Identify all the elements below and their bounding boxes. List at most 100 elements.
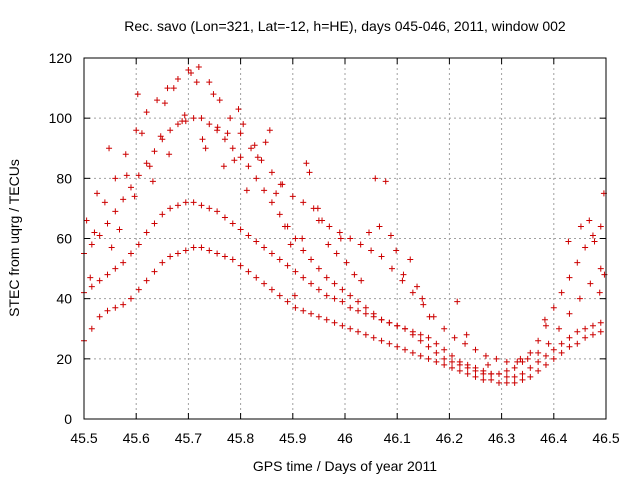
data-point [133, 127, 140, 134]
data-point [376, 223, 383, 230]
data-point [206, 205, 213, 212]
data-point [251, 142, 258, 149]
data-point [347, 235, 354, 242]
data-point [402, 325, 409, 332]
data-point [254, 154, 261, 161]
data-point [355, 328, 362, 335]
data-point [104, 220, 111, 227]
series-arc-low [81, 244, 604, 386]
data-point [558, 349, 565, 356]
data-point [370, 334, 377, 341]
data-point [382, 178, 389, 185]
data-point [299, 235, 306, 242]
data-point [574, 340, 581, 347]
data-point [291, 292, 298, 299]
data-point [261, 280, 268, 287]
x-tick-label: 45.9 [279, 430, 306, 446]
data-point [224, 130, 231, 137]
data-point [248, 145, 255, 152]
data-point [135, 241, 142, 248]
data-point [258, 157, 265, 164]
data-point [511, 379, 518, 386]
data-point [417, 352, 424, 359]
series-arc-peak [91, 64, 317, 236]
data-point [88, 241, 95, 248]
data-point [323, 274, 330, 281]
data-point [289, 193, 296, 200]
data-point [556, 325, 563, 332]
data-point [188, 70, 195, 77]
data-point [449, 364, 456, 371]
data-point [589, 232, 596, 239]
data-point [582, 244, 589, 251]
y-axis-label: STEC from uqrg / TECUs [6, 159, 22, 317]
data-point [181, 112, 188, 119]
data-point [587, 280, 594, 287]
data-point [308, 310, 315, 317]
data-point [339, 298, 346, 305]
data-point [582, 325, 589, 332]
data-point [190, 115, 197, 122]
data-point [464, 370, 471, 377]
data-point [167, 253, 174, 260]
data-point [261, 187, 268, 194]
data-point [198, 202, 205, 209]
data-point [472, 367, 479, 374]
data-point [262, 139, 269, 146]
data-point [336, 229, 343, 236]
data-point [284, 298, 291, 305]
data-point [166, 151, 173, 158]
data-point [87, 274, 94, 281]
data-point [306, 169, 313, 176]
data-point [535, 349, 542, 356]
data-point [372, 175, 379, 182]
data-point [542, 361, 549, 368]
data-point [88, 325, 95, 332]
data-point [202, 145, 209, 152]
data-point [386, 340, 393, 347]
data-point [268, 250, 275, 257]
data-point [214, 124, 221, 131]
data-point [343, 259, 350, 266]
data-point [394, 343, 401, 350]
data-point [101, 199, 108, 206]
data-point [159, 211, 166, 218]
data-point [425, 343, 432, 350]
y-tick-label: 20 [56, 351, 72, 367]
data-point [399, 277, 406, 284]
data-point [511, 373, 518, 380]
data-point [454, 298, 461, 305]
data-point [190, 244, 197, 251]
data-point [331, 295, 338, 302]
data-point [456, 367, 463, 374]
data-point [83, 217, 90, 224]
data-point [159, 136, 166, 143]
data-point [135, 172, 142, 179]
data-point [586, 217, 593, 224]
data-point [268, 286, 275, 293]
data-point [120, 196, 127, 203]
data-point [550, 304, 557, 311]
data-point [190, 199, 197, 206]
data-point [182, 247, 189, 254]
data-point [292, 235, 299, 242]
data-point [339, 322, 346, 329]
data-point [112, 208, 119, 215]
data-point [273, 190, 280, 197]
data-point [574, 328, 581, 335]
data-point [185, 67, 192, 74]
data-point [206, 247, 213, 254]
data-point [441, 361, 448, 368]
data-point [535, 358, 542, 365]
y-tick-label: 40 [56, 291, 72, 307]
data-point [527, 373, 534, 380]
data-point [106, 145, 113, 152]
data-point [112, 304, 119, 311]
data-point [229, 220, 236, 227]
data-point [122, 151, 129, 158]
data-point [441, 355, 448, 362]
data-point [167, 205, 174, 212]
data-point [550, 346, 557, 353]
